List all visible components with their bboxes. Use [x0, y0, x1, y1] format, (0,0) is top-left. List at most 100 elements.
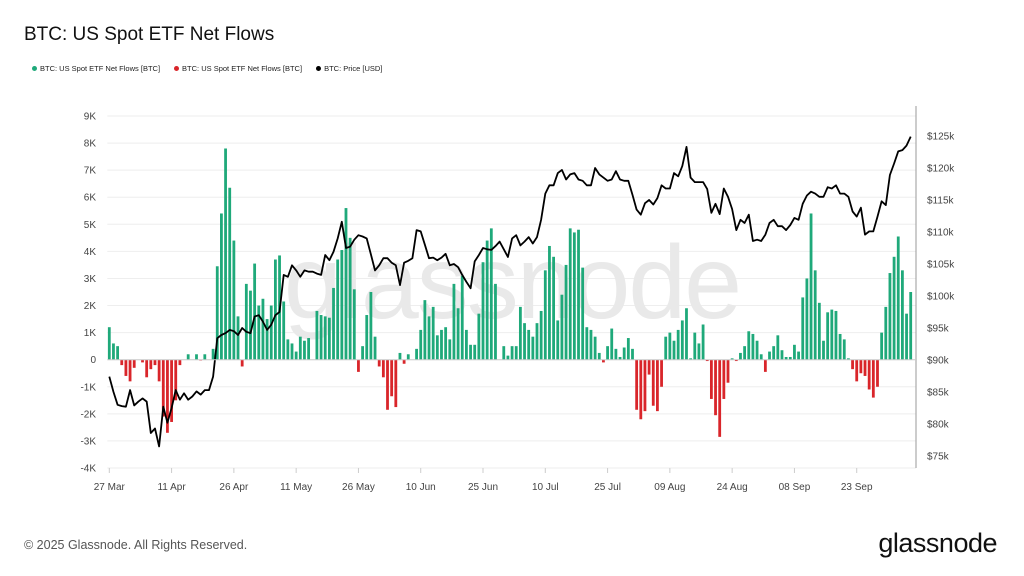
left-axis-tick-label: 9K — [84, 112, 97, 123]
outflow-bar — [128, 359, 132, 382]
x-axis-tick-label: 11 Apr — [157, 482, 186, 493]
left-axis-tick-label: 8K — [84, 139, 97, 150]
inflow-bar — [552, 256, 555, 360]
right-axis-tick-label: $75k — [927, 452, 950, 463]
outflow-bar — [161, 359, 165, 417]
inflow-bar — [489, 228, 493, 360]
inflow-bar — [232, 240, 236, 360]
inflow-bar — [606, 346, 609, 360]
left-axis-tick-label: 0 — [90, 355, 96, 366]
inflow-bar — [203, 354, 207, 360]
inflow-bar — [253, 263, 257, 360]
inflow-bar — [286, 339, 290, 360]
inflow-bar — [768, 351, 771, 360]
right-axis-tick-label: $80k — [927, 420, 950, 431]
inflow-bar — [236, 316, 240, 360]
inflow-bar — [220, 213, 223, 360]
inflow-bar — [842, 339, 846, 360]
outflow-bar — [402, 359, 406, 364]
inflow-bar — [884, 306, 888, 360]
right-axis-tick-label: $125k — [927, 132, 955, 143]
legend-item-inflows[interactable]: BTC: US Spot ETF Net Flows [BTC] — [32, 64, 160, 73]
outflow-bar — [867, 359, 871, 390]
outflow-bar — [381, 359, 385, 378]
inflow-bar — [680, 320, 684, 360]
right-axis-tick-label: $85k — [927, 388, 950, 399]
outflow-bar — [153, 359, 157, 366]
inflow-bar — [772, 346, 776, 360]
outflow-bar — [871, 359, 875, 398]
outflow-bar — [705, 359, 709, 362]
inflow-bar — [776, 335, 780, 360]
outflow-bar — [863, 359, 867, 376]
inflow-bar — [307, 338, 311, 360]
inflow-bar — [327, 317, 331, 360]
x-axis-tick-label: 09 Aug — [654, 482, 685, 493]
inflow-bar — [896, 236, 900, 360]
outflow-bar — [394, 359, 398, 408]
right-axis-tick-label: $110k — [927, 228, 955, 239]
inflow-bar — [838, 333, 842, 360]
x-axis-tick-label: 27 Mar — [94, 482, 126, 493]
x-axis-tick-label: 10 Jul — [532, 482, 559, 493]
inflow-bar — [543, 270, 547, 360]
left-axis-tick-label: -1K — [80, 382, 96, 393]
inflow-bar — [676, 329, 680, 360]
inflow-bar — [909, 292, 913, 360]
inflow-bar — [892, 256, 896, 360]
inflow-bar — [315, 310, 319, 360]
x-axis-tick-label: 11 May — [280, 482, 312, 493]
inflow-bar — [626, 338, 630, 360]
inflow-bar — [664, 336, 668, 360]
x-axis-tick-label: 26 May — [342, 482, 375, 493]
inflow-bar — [186, 354, 190, 360]
legend-label: BTC: Price [USD] — [324, 64, 383, 73]
inflow-bar — [527, 329, 531, 360]
inflow-bar — [336, 259, 340, 360]
x-axis-tick-label: 26 Apr — [219, 482, 249, 493]
inflow-bar — [780, 350, 784, 360]
outflow-bar — [240, 359, 244, 367]
inflow-bar — [460, 275, 464, 360]
outflow-bar — [851, 359, 854, 370]
inflow-bar — [502, 346, 506, 360]
inflow-bar — [693, 332, 697, 360]
copyright: © 2025 Glassnode. All Rights Reserved. — [24, 538, 248, 552]
outflow-bar — [647, 359, 651, 375]
inflow-bar — [739, 352, 742, 360]
outflow-bar — [643, 359, 647, 412]
inflow-bar — [847, 358, 850, 360]
outflow-bar — [357, 359, 360, 372]
left-axis-tick-label: 7K — [84, 166, 97, 177]
inflow-bar — [440, 329, 443, 360]
left-axis-tick-label: -3K — [80, 436, 96, 447]
inflow-bar — [784, 356, 788, 360]
outflow-bar — [876, 359, 879, 387]
inflow-bar — [689, 358, 693, 360]
axes: -4K -3K -2K -1K 0 1K 2K 3K 4K 5K 6K 7K 8K 9K $75k $80k $… — [80, 106, 955, 493]
outflow-bar — [763, 359, 767, 372]
outflow-bar — [656, 359, 659, 412]
outflow-bar — [718, 359, 722, 437]
legend-item-price[interactable]: BTC: Price [USD] — [316, 64, 382, 73]
inflow-bar — [822, 340, 825, 360]
outflow-bar — [124, 359, 128, 376]
outflow-bar — [149, 359, 153, 370]
inflow-bar — [369, 292, 373, 360]
x-axis-tick-label: 25 Jul — [594, 482, 621, 493]
inflow-bar — [261, 298, 265, 360]
inflow-bar — [435, 335, 439, 360]
inflow-bar — [249, 290, 252, 360]
inflow-bar — [303, 340, 306, 360]
inflow-bar — [622, 347, 626, 360]
legend-item-outflows[interactable]: BTC: US Spot ETF Net Flows [BTC] — [174, 64, 302, 73]
inflow-bar — [668, 332, 672, 360]
inflow-bar — [456, 308, 460, 360]
x-axis-tick-label: 24 Aug — [717, 482, 748, 493]
inflow-bar — [826, 312, 830, 360]
inflow-bar — [813, 270, 817, 360]
right-axis-tick-label: $100k — [927, 292, 955, 303]
inflow-bar — [581, 267, 585, 360]
outflow-bar — [157, 359, 161, 382]
right-axis-tick-label: $95k — [927, 324, 950, 335]
